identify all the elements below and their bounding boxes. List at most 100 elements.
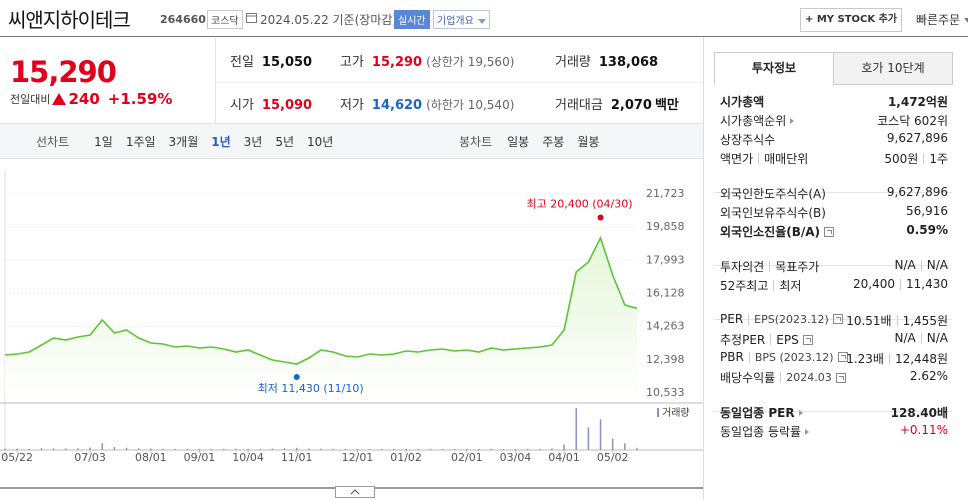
volume-bar xyxy=(52,448,55,450)
period-tab[interactable]: 3개월 xyxy=(168,135,199,149)
summary-value: 14,620 xyxy=(371,98,423,113)
volume-bar xyxy=(356,448,359,450)
help-icon[interactable] xyxy=(835,372,846,383)
label-text: EPS(2023.12) xyxy=(754,312,829,326)
divider xyxy=(215,82,703,83)
volume-bar xyxy=(198,448,201,450)
side-row-label[interactable]: 시가총액순위 xyxy=(720,112,795,129)
volume-bar xyxy=(599,419,602,450)
change-rate: +1.59% xyxy=(107,90,173,108)
divider xyxy=(758,153,760,164)
x-tick-label: 05/22 xyxy=(1,451,33,464)
side-row-label[interactable]: 동일업종 등락률 xyxy=(720,423,810,440)
label-text: 투자의견 xyxy=(720,260,765,274)
candle-tab[interactable]: 월봉 xyxy=(577,135,600,149)
side-row-value: 코스닥 602위 xyxy=(877,112,948,129)
volume-bar xyxy=(113,447,116,450)
label-text: 목표주가 xyxy=(775,260,820,274)
period-tab[interactable]: 5년 xyxy=(275,135,295,149)
value-text: 12,448원 xyxy=(894,352,948,366)
side-row-value: 20,400 11,430 xyxy=(853,277,948,291)
y-tick-label: 16,128 xyxy=(646,287,685,300)
period-tab[interactable]: 1주일 xyxy=(125,135,156,149)
base-date: 2024.05.22 기준(장마감) xyxy=(260,13,398,27)
help-icon[interactable] xyxy=(832,314,843,324)
period-tab[interactable]: 10년 xyxy=(307,135,334,149)
overview-text: 기업개요 xyxy=(437,16,474,27)
volume-bar xyxy=(295,447,298,450)
help-icon[interactable] xyxy=(837,352,848,362)
volume-bar xyxy=(417,449,419,450)
label-text: 동일업종 등락률 xyxy=(720,425,802,439)
value-text: N/A xyxy=(926,258,948,272)
stock-code: 264660 xyxy=(160,13,206,26)
realtime-badge[interactable]: 실시간 xyxy=(394,10,430,29)
value-text: 1.23배 xyxy=(846,352,884,366)
volume-bar xyxy=(150,448,152,450)
price-line xyxy=(4,235,638,365)
period-tab[interactable]: 1년 xyxy=(211,135,231,149)
value-text: 9,627,896 xyxy=(886,185,948,199)
label-text: 시가총액 xyxy=(720,95,765,109)
side-row-label: PBR BPS (2023.12) xyxy=(720,350,848,364)
summary-value: 15,290 xyxy=(371,55,423,70)
my-stock-button[interactable]: + MY STOCK 추가 xyxy=(800,8,902,32)
side-row-value: 500원 1주 xyxy=(884,150,948,167)
divider xyxy=(896,315,898,326)
period-tab[interactable]: 1일 xyxy=(94,135,113,149)
divider xyxy=(748,351,750,363)
side-row-value: 56,916 xyxy=(906,204,948,218)
side-row-label: 투자의견 목표주가 xyxy=(720,258,819,275)
candle-tab[interactable]: 일봉 xyxy=(507,135,530,149)
link-arrow xyxy=(798,409,803,416)
side-row-value: 1.23배 12,448원 xyxy=(846,350,948,367)
summary-label: 거래량 xyxy=(555,55,591,70)
volume-bar xyxy=(223,448,225,450)
help-icon[interactable] xyxy=(824,226,835,237)
volume-bar xyxy=(308,448,310,450)
label-text: 외국인보유주식수(B) xyxy=(720,206,826,220)
summary-item: 전일 15,050 xyxy=(230,51,312,70)
summary-value: 15,090 xyxy=(261,98,313,113)
divider xyxy=(923,153,925,164)
value-text: 500원 xyxy=(884,152,919,166)
summary-item: 거래량 138,068 xyxy=(555,51,658,70)
candle-tab[interactable]: 주봉 xyxy=(542,135,565,149)
label-text: 외국인한도주식수(A) xyxy=(720,187,826,201)
side-row-value: 2.62% xyxy=(910,369,948,383)
value-text: N/A xyxy=(926,331,948,345)
label-text: 추정PER xyxy=(720,333,766,347)
summary-item: 거래대금 2,070 백만 xyxy=(555,94,679,113)
quick-order[interactable]: 빠른주문 xyxy=(916,11,968,28)
value-text: N/A xyxy=(894,258,916,272)
side-row-label: 추정PER EPS xyxy=(720,331,813,348)
summary-label: 저가 xyxy=(340,98,364,113)
volume-bar xyxy=(539,449,541,450)
side-tab[interactable]: 호가 10단계 xyxy=(833,52,953,85)
side-tab[interactable]: 투자정보 xyxy=(714,52,834,85)
period-tab[interactable]: 3년 xyxy=(243,135,263,149)
summary-value: 15,050 xyxy=(261,55,313,70)
divider xyxy=(770,334,772,345)
value-text: 56,916 xyxy=(906,204,948,218)
help-icon[interactable] xyxy=(802,334,813,345)
quick-order-text: 빠른주문 xyxy=(916,13,961,27)
x-tick-label: 05/02 xyxy=(597,451,629,464)
chart-type-label: 선차트 xyxy=(36,135,70,149)
volume-bar xyxy=(441,449,444,450)
value-text: 11,430 xyxy=(906,277,948,291)
collapse-button[interactable] xyxy=(335,486,375,498)
group-divider xyxy=(714,411,952,412)
value-text: 코스닥 602위 xyxy=(877,114,948,128)
summary-unit: 백만 xyxy=(654,98,679,113)
volume-bar xyxy=(16,448,18,450)
y-tick-label: 21,723 xyxy=(646,187,685,200)
overview-dropdown[interactable]: 기업개요 xyxy=(433,10,490,29)
side-row-label[interactable]: 동일업종 PER xyxy=(720,404,803,421)
value-text: 1주 xyxy=(929,152,948,166)
side-row-label: 상장주식수 xyxy=(720,131,775,148)
divider xyxy=(900,278,901,290)
price-area xyxy=(5,238,637,400)
volume-bar xyxy=(283,448,286,450)
chart-type-label: 봉차트 xyxy=(459,135,493,149)
